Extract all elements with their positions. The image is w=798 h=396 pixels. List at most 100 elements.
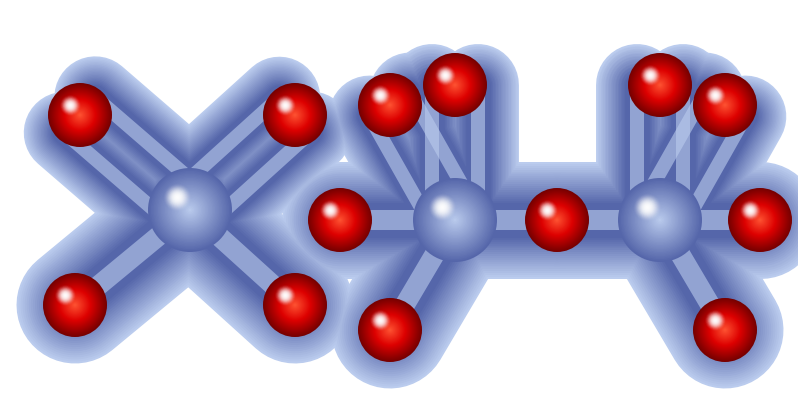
Circle shape	[435, 200, 450, 215]
Circle shape	[708, 88, 723, 103]
Circle shape	[148, 168, 232, 252]
Circle shape	[293, 303, 297, 307]
Circle shape	[695, 75, 755, 135]
Circle shape	[362, 77, 417, 133]
Circle shape	[59, 94, 101, 136]
Circle shape	[49, 278, 101, 332]
Circle shape	[701, 305, 749, 354]
Circle shape	[446, 76, 464, 93]
Circle shape	[429, 193, 482, 247]
Circle shape	[385, 325, 395, 335]
Circle shape	[527, 190, 587, 250]
Circle shape	[638, 198, 658, 217]
Circle shape	[70, 105, 89, 125]
Circle shape	[545, 208, 569, 232]
Circle shape	[371, 86, 390, 105]
Circle shape	[72, 302, 78, 308]
Circle shape	[709, 314, 741, 346]
Circle shape	[419, 184, 492, 256]
Circle shape	[630, 190, 689, 249]
Circle shape	[378, 93, 401, 117]
Circle shape	[48, 83, 112, 147]
Circle shape	[172, 192, 182, 202]
Circle shape	[531, 194, 583, 246]
Circle shape	[645, 69, 657, 81]
Circle shape	[759, 219, 761, 221]
Circle shape	[451, 216, 459, 224]
Circle shape	[366, 307, 413, 354]
Circle shape	[546, 209, 549, 212]
Circle shape	[637, 197, 658, 218]
Circle shape	[155, 175, 225, 245]
Circle shape	[708, 313, 723, 328]
Circle shape	[744, 204, 757, 217]
Circle shape	[693, 298, 757, 362]
Circle shape	[713, 93, 737, 117]
Circle shape	[547, 209, 548, 211]
Circle shape	[369, 84, 411, 126]
Circle shape	[278, 288, 293, 303]
Circle shape	[317, 196, 363, 244]
Circle shape	[379, 319, 382, 322]
Circle shape	[649, 209, 671, 231]
Circle shape	[628, 188, 692, 252]
Circle shape	[543, 207, 551, 214]
Circle shape	[739, 199, 781, 241]
Circle shape	[62, 292, 69, 299]
Circle shape	[745, 205, 775, 235]
Circle shape	[373, 88, 407, 122]
Circle shape	[378, 93, 382, 98]
Circle shape	[59, 289, 91, 321]
Circle shape	[68, 103, 73, 108]
Circle shape	[414, 179, 496, 261]
Circle shape	[166, 186, 189, 209]
Circle shape	[58, 288, 73, 303]
Circle shape	[723, 328, 727, 332]
Circle shape	[429, 195, 455, 220]
Circle shape	[63, 293, 68, 298]
Circle shape	[377, 317, 403, 343]
Circle shape	[433, 63, 477, 107]
Circle shape	[449, 80, 460, 90]
Circle shape	[64, 99, 77, 112]
Circle shape	[544, 207, 570, 233]
Circle shape	[541, 204, 553, 216]
Circle shape	[646, 206, 650, 209]
Circle shape	[752, 211, 768, 228]
Circle shape	[430, 61, 480, 110]
Circle shape	[424, 54, 486, 116]
Circle shape	[49, 280, 101, 331]
Circle shape	[541, 204, 573, 236]
Circle shape	[734, 194, 785, 246]
Circle shape	[707, 87, 743, 123]
Circle shape	[444, 75, 446, 76]
Circle shape	[62, 292, 88, 318]
Circle shape	[60, 290, 90, 320]
Circle shape	[320, 200, 360, 240]
Circle shape	[448, 78, 463, 93]
Circle shape	[618, 178, 702, 262]
Circle shape	[290, 301, 299, 309]
Circle shape	[714, 319, 717, 322]
Circle shape	[166, 186, 214, 234]
Circle shape	[629, 189, 691, 251]
Circle shape	[421, 187, 488, 253]
Circle shape	[57, 287, 73, 304]
Circle shape	[742, 202, 778, 238]
Circle shape	[749, 208, 772, 232]
Circle shape	[436, 66, 455, 85]
Circle shape	[632, 192, 688, 248]
Circle shape	[276, 286, 314, 324]
Circle shape	[439, 69, 452, 82]
Circle shape	[359, 299, 421, 361]
Circle shape	[635, 61, 685, 110]
Circle shape	[437, 202, 448, 213]
Circle shape	[745, 205, 756, 216]
Circle shape	[658, 83, 662, 87]
Circle shape	[63, 293, 87, 317]
Circle shape	[642, 202, 652, 212]
Circle shape	[647, 72, 673, 98]
Circle shape	[715, 95, 735, 114]
Circle shape	[73, 108, 88, 122]
Circle shape	[274, 94, 316, 136]
